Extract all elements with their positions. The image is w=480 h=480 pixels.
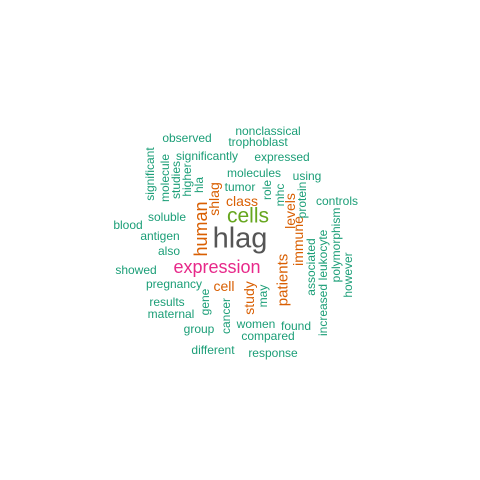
word-significant: significant [143, 147, 157, 201]
word-however: however [341, 252, 355, 298]
word-role: role [260, 179, 274, 201]
word-increased: increased [316, 283, 330, 337]
word-also: also [157, 244, 181, 258]
word-hlag: hlag [212, 222, 268, 255]
word-may: may [256, 284, 270, 308]
word-significantly: significantly [175, 149, 239, 163]
word-cell: cell [213, 278, 235, 294]
word-soluble: soluble [147, 210, 187, 224]
word-observed: observed [162, 131, 212, 145]
word-mhc: mhc [273, 183, 287, 207]
word-pregnancy: pregnancy [145, 277, 203, 291]
word-group: group [183, 322, 215, 336]
word-found: found [280, 319, 312, 333]
word-showed: showed [115, 263, 157, 277]
word-using: using [292, 169, 322, 183]
word-maternal: maternal [147, 307, 195, 321]
word-compared: compared [241, 329, 295, 343]
word-nonclassical: nonclassical [235, 124, 301, 138]
word-antigen: antigen [140, 229, 180, 243]
word-cancer: cancer [219, 297, 233, 335]
word-women: women [236, 317, 276, 331]
word-trophoblast: trophoblast [228, 135, 288, 149]
word-cells: cells [226, 204, 270, 228]
word-molecules: molecules [226, 166, 282, 180]
word-blood: blood [113, 218, 143, 232]
word-shlag: shlag [206, 182, 222, 216]
word-gene: gene [198, 288, 212, 316]
word-protein: protein [295, 181, 309, 219]
word-expression: expression [173, 257, 261, 277]
word-study: study [241, 281, 257, 315]
word-controls: controls [315, 194, 359, 208]
word-response: response [248, 346, 298, 360]
word-leukocyte: leukocyte [316, 229, 330, 281]
word-expressed: expressed [254, 150, 310, 164]
word-different: different [191, 343, 235, 357]
word-results: results [149, 295, 185, 309]
word-patients: patients [274, 253, 292, 307]
word-tumor: tumor [224, 180, 256, 194]
word-class: class [226, 193, 258, 209]
word-hla: hla [192, 176, 206, 194]
